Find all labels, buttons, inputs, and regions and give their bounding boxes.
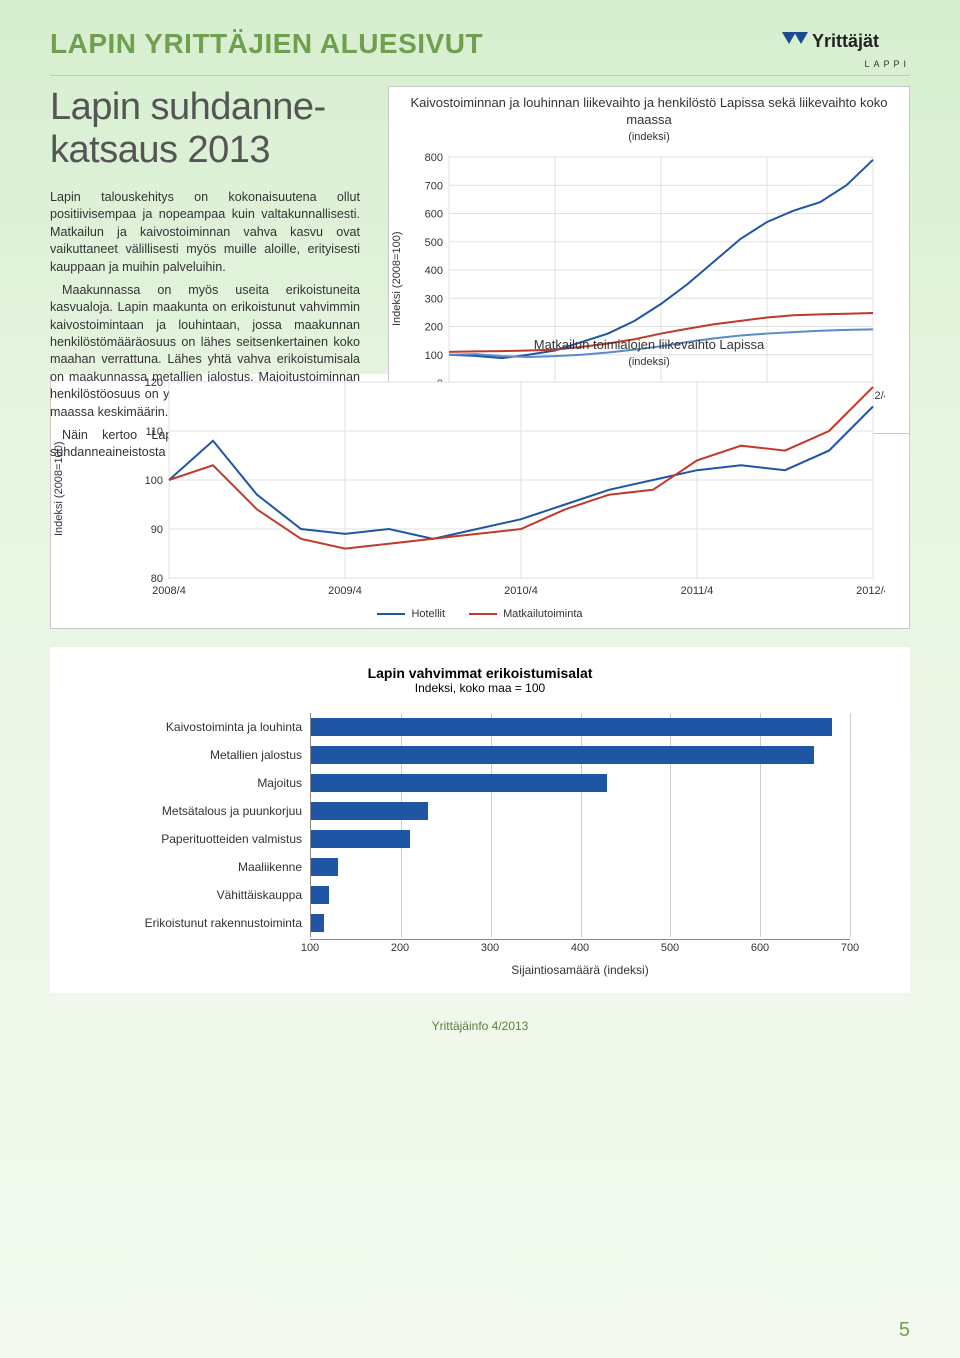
y-axis-label: Indeksi (2008=100) [389, 149, 405, 409]
logo-subtext: LAPPI [780, 60, 910, 69]
bar-label: Metallien jalostus [90, 748, 310, 762]
bar-label: Majoitus [90, 776, 310, 790]
bar-row: Erikoistunut rakennustoiminta [90, 909, 850, 937]
paragraph: Lapin talouskehitys on kokonaisuutena ol… [50, 189, 360, 276]
bar-row: Majoitus [90, 769, 850, 797]
chart-title: Lapin vahvimmat erikoistumisalat [50, 647, 910, 681]
bar-row: Vähittäiskauppa [90, 881, 850, 909]
bar [311, 746, 814, 764]
bar-row: Metsätalous ja puunkorjuu [90, 797, 850, 825]
svg-text:400: 400 [425, 265, 443, 277]
svg-text:100: 100 [145, 475, 163, 487]
article-heading: Lapin suhdanne­katsaus 2013 [50, 86, 360, 171]
bar-row: Kaivostoiminta ja louhinta [90, 713, 850, 741]
bar-rows: Kaivostoiminta ja louhinta Metallien jalo… [90, 713, 850, 937]
x-tick-label: 700 [841, 942, 859, 954]
bar [311, 886, 329, 904]
x-tick-label: 600 [751, 942, 769, 954]
x-tick-label: 200 [391, 942, 409, 954]
x-tick-label: 500 [661, 942, 679, 954]
svg-text:90: 90 [151, 524, 163, 536]
svg-text:100: 100 [425, 350, 443, 362]
chart-canvas: 01002003004005006007008002008/42009/4201… [405, 149, 885, 409]
svg-text:800: 800 [425, 152, 443, 164]
chart-plot: Indeksi (2008=100) 80 90 100 110 120 2008/4 20… [51, 374, 909, 604]
svg-text:120: 120 [145, 377, 163, 389]
section-title: LAPIN YRITTÄJIEN ALUESIVUT [50, 28, 483, 60]
bar [311, 914, 324, 932]
bar-label: Metsätalous ja puunkorjuu [90, 804, 310, 818]
bar-row: Maaliikenne [90, 853, 850, 881]
x-axis-label: Sijaintiosamäärä (indeksi) [310, 957, 850, 993]
bar [311, 802, 428, 820]
svg-text:80: 80 [151, 573, 163, 585]
bar-row: Metallien jalostus [90, 741, 850, 769]
svg-text:2012/4: 2012/4 [856, 585, 885, 597]
bar-x-axis: 100200300400500600700 [310, 939, 850, 957]
svg-text:2009/4: 2009/4 [328, 585, 362, 597]
bar-label: Erikoistunut rakennustoiminta [90, 916, 310, 930]
divider [50, 75, 910, 76]
chart-canvas: 80 90 100 110 120 2008/4 2009/4 2010/4 2011/4 201… [125, 374, 885, 604]
chart-subtitle: Indeksi, koko maa = 100 [50, 681, 910, 705]
bar [311, 858, 338, 876]
svg-text:2008/4: 2008/4 [152, 585, 186, 597]
x-tick-label: 400 [571, 942, 589, 954]
chart-subtitle: (indeksi) [389, 131, 909, 149]
bar-label: Maaliikenne [90, 860, 310, 874]
svg-text:600: 600 [425, 208, 443, 220]
svg-text:2010/4: 2010/4 [504, 585, 538, 597]
bar-row: Paperituotteiden valmistus [90, 825, 850, 853]
svg-text:Yrittäjät: Yrittäjät [812, 31, 879, 51]
x-tick-label: 100 [301, 942, 319, 954]
bar [311, 774, 607, 792]
legend-item: Matkailutoiminta [469, 608, 582, 620]
bar [311, 718, 832, 736]
bar-label: Vähittäiskauppa [90, 888, 310, 902]
svg-text:500: 500 [425, 237, 443, 249]
bar-label: Paperituotteiden valmistus [90, 832, 310, 846]
svg-text:700: 700 [425, 180, 443, 192]
svg-text:200: 200 [425, 321, 443, 333]
footer-text: Yrittäjäinfo 4/2013 [50, 1019, 910, 1033]
logo-mark: Yrittäjät [780, 28, 910, 54]
chart-specialization-bars: Lapin vahvimmat erikoistumisalat Indeksi… [50, 647, 910, 993]
chart-plot: Indeksi (2008=100) 010020030040050060070… [389, 149, 909, 409]
svg-text:110: 110 [145, 426, 163, 438]
chart-legend: Hotellit Matkailutoiminta [51, 604, 909, 628]
header: LAPIN YRITTÄJIEN ALUESIVUT Yrittäjät LAP… [50, 28, 910, 69]
page: LAPIN YRITTÄJIEN ALUESIVUT Yrittäjät LAP… [0, 0, 960, 1358]
page-number: 5 [899, 1319, 910, 1342]
y-axis-label: Indeksi (2008=100) [51, 374, 125, 604]
logo: Yrittäjät LAPPI [780, 28, 910, 69]
svg-text:2011/4: 2011/4 [681, 585, 714, 597]
legend-item: Hotellit [377, 608, 445, 620]
svg-text:300: 300 [425, 293, 443, 305]
x-tick-label: 300 [481, 942, 499, 954]
bar [311, 830, 410, 848]
chart-tourism-body: Indeksi (2008=100) 80 90 100 110 120 2008/4 20… [50, 374, 910, 629]
bar-label: Kaivostoiminta ja louhinta [90, 720, 310, 734]
chart-title: Kaivostoiminnan ja louhinnan liikevaihto… [389, 87, 909, 131]
